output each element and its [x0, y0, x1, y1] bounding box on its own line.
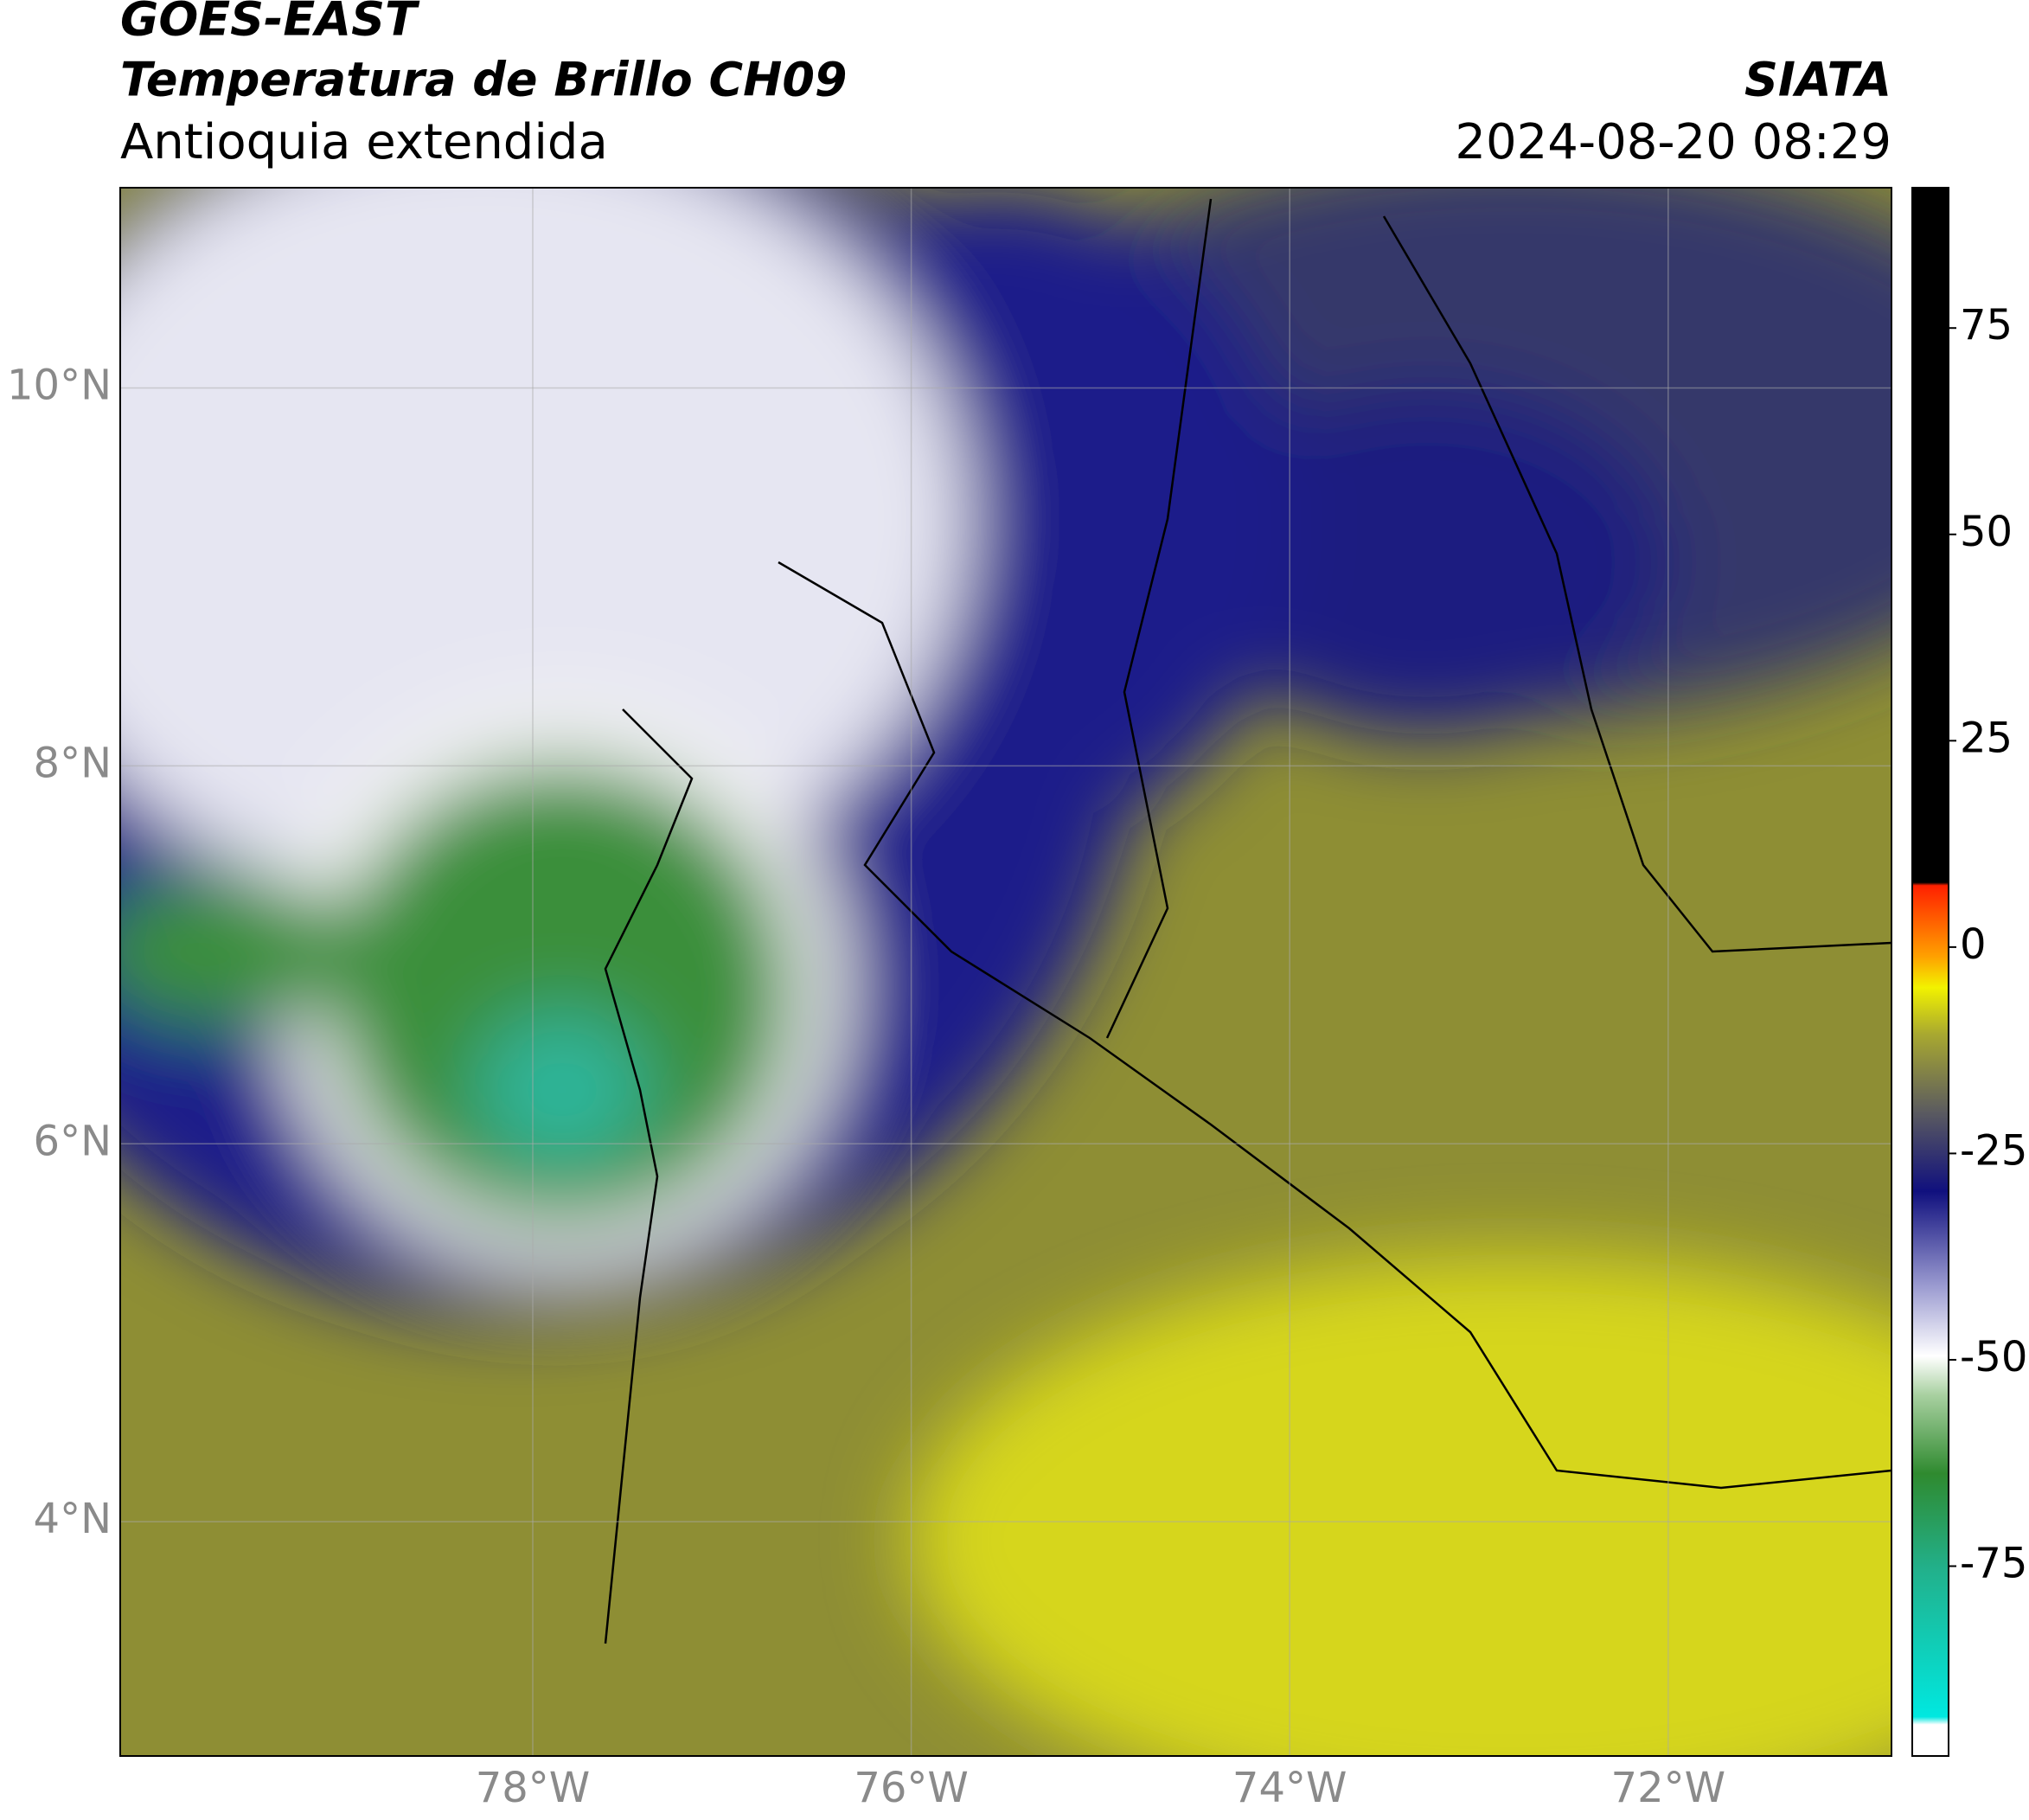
x-tick-label: 76°W: [854, 1764, 969, 1812]
colorbar-tick-label: -25: [1960, 1126, 2027, 1175]
y-tick-label: 4°N: [34, 1495, 112, 1543]
colorbar-tick-label: -50: [1960, 1333, 2027, 1381]
colorbar-tick-label: 75: [1960, 301, 2013, 349]
map-frame: [119, 187, 1892, 1757]
y-tick-label: 6°N: [34, 1117, 112, 1165]
satellite-image: [120, 188, 1891, 1756]
subtitle: Temperatura de Brillo CH09: [120, 53, 848, 107]
x-tick-label: 74°W: [1232, 1764, 1347, 1812]
colorbar-tick-label: 50: [1960, 508, 2013, 556]
datetime: 2024-08-20 08:29: [1455, 114, 1891, 170]
grid: [120, 188, 1891, 1756]
region: Antioquia extendida: [120, 114, 608, 170]
colorbar-tick-label: 25: [1960, 714, 2013, 762]
source: SIATA: [1744, 53, 1891, 107]
x-tick-label: 72°W: [1611, 1764, 1726, 1812]
title: GOES-EAST: [120, 0, 420, 47]
colorbar-tick-label: 0: [1960, 920, 1987, 969]
colorbar-tick-label: -75: [1960, 1540, 2027, 1588]
y-tick-label: 10°N: [7, 362, 112, 410]
colorbar: [1911, 187, 1949, 1757]
x-tick-label: 78°W: [476, 1764, 591, 1812]
y-tick-label: 8°N: [34, 739, 112, 787]
